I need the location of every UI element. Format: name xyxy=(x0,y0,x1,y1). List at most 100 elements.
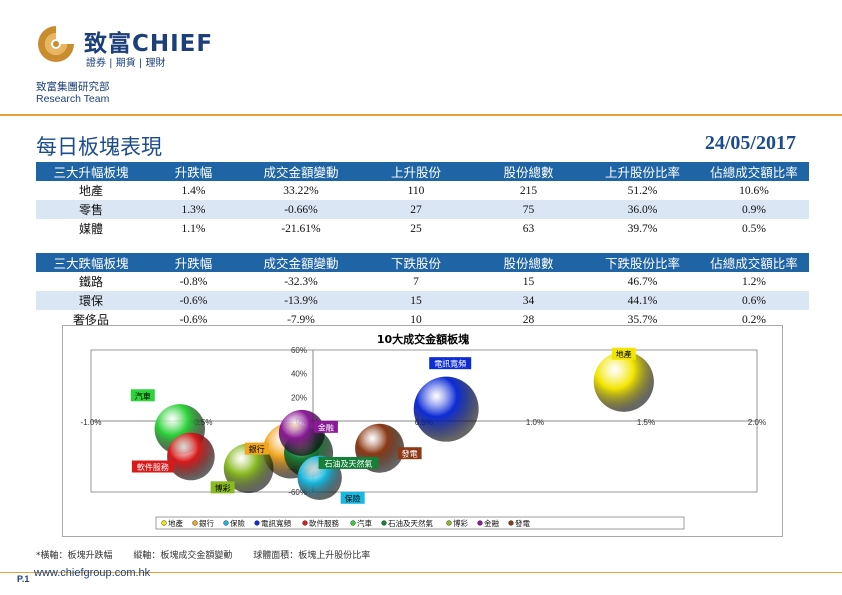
x-tick-label: 2.0% xyxy=(748,418,766,427)
column-header: 升跌幅 xyxy=(146,253,241,272)
table-cell: 33.22% xyxy=(241,181,361,200)
y-tick-label: 60% xyxy=(291,346,307,355)
column-header: 股份總數 xyxy=(471,162,586,181)
brand-name: 致富CHIEF xyxy=(84,31,214,57)
column-header: 下跌股份比率 xyxy=(586,253,699,272)
table-cell: -32.3% xyxy=(241,272,361,291)
table-cell: -13.9% xyxy=(241,291,361,310)
page-number: P.1 xyxy=(17,574,30,584)
data-label-box xyxy=(131,460,174,473)
website-link[interactable]: www.chiefgroup.com.hk xyxy=(34,567,151,579)
data-label-box xyxy=(429,357,472,370)
table-row: 鐵路 -0.8% -32.3% 7 15 46.7% 1.2% xyxy=(36,272,809,291)
table-cell: 215 xyxy=(471,181,586,200)
bubble-chart-canvas: 10大成交金額板塊-1.0%-0.5%0%0.5%1.0%1.5%2.0%60%… xyxy=(81,332,766,530)
table-cell: 10 xyxy=(361,310,471,329)
table-cell: 1.1% xyxy=(146,219,241,238)
legend-marker xyxy=(381,520,387,526)
data-label: 金融 xyxy=(318,422,334,432)
legend-entry: 銀行 xyxy=(199,518,214,528)
table-cell: -0.8% xyxy=(146,272,241,291)
data-label: 銀行 xyxy=(249,444,265,454)
footnote-y-axis: 縱軸：板塊成交金額變動 xyxy=(133,551,233,561)
legend-marker xyxy=(161,520,167,526)
table-cell: 75 xyxy=(471,200,586,219)
logo-swirl-icon xyxy=(38,26,74,62)
department-name-en: Research Team xyxy=(36,93,110,105)
legend-marker xyxy=(192,520,198,526)
table-cell: 27 xyxy=(361,200,471,219)
losers-table: 三大跌幅板塊 升跌幅 成交金額變動 下跌股份 股份總數 下跌股份比率 佔總成交額… xyxy=(36,253,809,329)
table-cell: 25 xyxy=(361,219,471,238)
table-cell: 110 xyxy=(361,181,471,200)
table-cell: -21.61% xyxy=(241,219,361,238)
legend-marker xyxy=(477,520,483,526)
bubble xyxy=(593,351,654,412)
brand-logo: 致富CHIEF 證券 | 期貨 | 理財 xyxy=(34,22,254,69)
chart-title: 10大成交金額板塊 xyxy=(377,332,469,346)
table-cell: 51.2% xyxy=(586,181,699,200)
table-cell: 0.6% xyxy=(699,291,809,310)
table-cell: 0.9% xyxy=(699,200,809,219)
x-tick-label: 1.0% xyxy=(526,418,544,427)
table-row: 媒體 1.1% -21.61% 25 63 39.7% 0.5% xyxy=(36,219,809,238)
legend-marker xyxy=(223,520,229,526)
legend-entry: 發電 xyxy=(515,519,530,528)
column-header: 成交金額變動 xyxy=(241,162,361,181)
table-row: 零售 1.3% -0.66% 27 75 36.0% 0.9% xyxy=(36,200,809,219)
gainers-header-row: 三大升幅板塊 升跌幅 成交金額變動 上升股份 股份總數 上升股份比率 佔總成交額… xyxy=(36,162,809,181)
sector-name: 媒體 xyxy=(36,219,146,238)
table-row: 奢侈品 -0.6% -7.9% 10 28 35.7% 0.2% xyxy=(36,310,809,329)
data-label-box xyxy=(318,456,379,469)
sector-name: 零售 xyxy=(36,200,146,219)
legend-marker xyxy=(350,520,356,526)
table-cell: 1.3% xyxy=(146,200,241,219)
data-label: 博彩 xyxy=(215,483,231,493)
legend-entry: 金融 xyxy=(484,518,499,528)
x-tick-label: -1.0% xyxy=(81,418,102,427)
y-tick-label: 20% xyxy=(291,393,307,402)
data-label-box xyxy=(340,491,365,504)
column-header: 上升股份 xyxy=(361,162,471,181)
data-label-box xyxy=(210,481,235,494)
x-tick-label: 1.5% xyxy=(637,418,655,427)
table-cell: 63 xyxy=(471,219,586,238)
table-cell: 28 xyxy=(471,310,586,329)
table-cell: -0.66% xyxy=(241,200,361,219)
legend-entry: 博彩 xyxy=(453,518,468,528)
table-cell: 1.4% xyxy=(146,181,241,200)
table-cell: 39.7% xyxy=(586,219,699,238)
bubble xyxy=(167,432,215,481)
data-label: 汽車 xyxy=(135,391,151,401)
data-label: 石油及天然氣 xyxy=(325,458,373,468)
data-label: 軟件服務 xyxy=(137,462,169,472)
legend-marker xyxy=(254,520,260,526)
data-label: 保險 xyxy=(345,493,361,503)
legend-entry: 石油及天然氣 xyxy=(388,518,433,528)
table-row: 地產 1.4% 33.22% 110 215 51.2% 10.6% xyxy=(36,181,809,200)
bubble xyxy=(223,443,274,494)
data-label-box xyxy=(611,347,636,360)
department-name: 致富集團研究部 xyxy=(36,81,110,93)
data-label-box xyxy=(244,442,269,455)
data-label-box xyxy=(397,447,422,460)
table-cell: 36.0% xyxy=(586,200,699,219)
table-cell: 34 xyxy=(471,291,586,310)
column-header: 佔總成交額比率 xyxy=(699,253,809,272)
data-label: 發電 xyxy=(402,450,418,459)
table-cell: -7.9% xyxy=(241,310,361,329)
column-header: 三大升幅板塊 xyxy=(36,162,146,181)
legend-marker xyxy=(446,520,452,526)
legend-entry: 保險 xyxy=(230,518,245,528)
column-header: 成交金額變動 xyxy=(241,253,361,272)
chart-footnote: *橫軸：板塊升跌幅 縱軸：板塊成交金額變動 球體面積：板塊上升股份比率 xyxy=(36,548,388,561)
data-label: 電訊寬頻 xyxy=(434,359,466,369)
gainers-table: 三大升幅板塊 升跌幅 成交金額變動 上升股份 股份總數 上升股份比率 佔總成交額… xyxy=(36,162,809,238)
column-header: 上升股份比率 xyxy=(586,162,699,181)
sector-name: 鐵路 xyxy=(36,272,146,291)
data-label-box xyxy=(313,420,338,433)
table-cell: 44.1% xyxy=(586,291,699,310)
column-header: 升跌幅 xyxy=(146,162,241,181)
footnote-bubble: 球體面積：板塊上升股份比率 xyxy=(253,551,371,561)
table-cell: 0.5% xyxy=(699,219,809,238)
